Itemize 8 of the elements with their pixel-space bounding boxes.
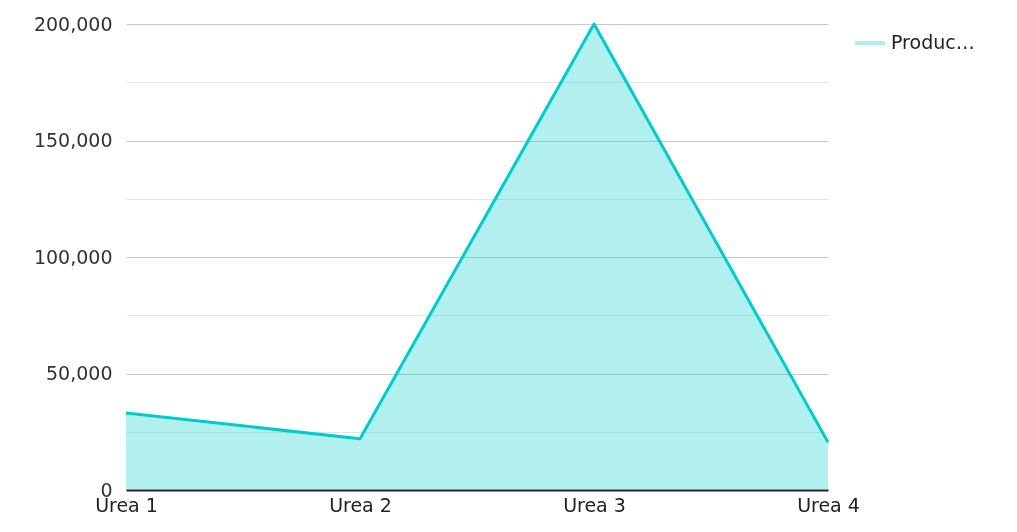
legend-label: Produc… (891, 31, 975, 53)
y-tick-label: 200,000 (33, 12, 113, 35)
y-tick-label: 150,000 (33, 129, 113, 151)
y-tick-label: 50,000 (46, 362, 113, 384)
x-tick-label: Urea 3 (563, 493, 626, 516)
x-tick-label: Urea 2 (329, 493, 392, 516)
x-tick-label: Urea 4 (797, 493, 860, 516)
y-tick-label: 100,000 (33, 245, 113, 268)
